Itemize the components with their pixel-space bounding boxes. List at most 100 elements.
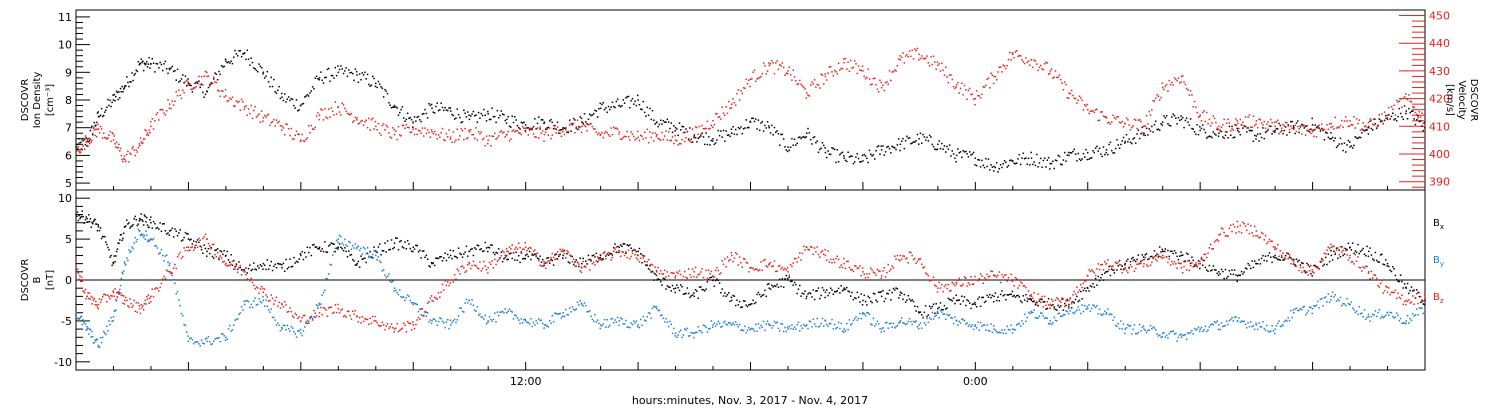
Bx-point [1246,268,1248,270]
Velocity-point [1275,121,1278,123]
Bx-point [459,252,461,255]
Ion Density-point [678,122,681,124]
Velocity-point [737,89,740,91]
Velocity-point [731,103,733,105]
Ion Density-point [1102,146,1105,148]
Bz-point [937,287,939,289]
By-point [746,329,749,332]
Bx-point [538,258,540,260]
Bx-point [1066,298,1069,301]
Velocity-point [535,136,537,139]
Bz-point [149,301,152,303]
By-point [236,318,239,320]
Velocity-point [315,115,318,117]
Bx-point [1294,264,1296,266]
Ion Density-point [786,150,789,153]
Bx-point [133,217,135,220]
Bx-point [947,297,950,300]
Ion Density-point [1233,136,1236,138]
Bx-point [107,246,109,249]
Bx-point [413,248,416,250]
Bx-point [314,246,317,248]
Velocity-point [1413,106,1415,108]
Ion Density-point [728,134,730,136]
Ion Density-point [501,113,504,115]
Bx-point [480,248,483,250]
By-point [234,319,236,321]
Ion Density-point [151,58,154,60]
Velocity-point [1243,125,1245,128]
Velocity-point [115,146,117,148]
Ion Density-point [927,140,930,142]
By-point [122,272,124,275]
Bx-point [1216,272,1218,275]
Bz-point [168,271,171,273]
Velocity-point [373,128,375,130]
Velocity-point [1057,76,1059,78]
Velocity-point [1278,133,1280,135]
Bz-point [401,327,404,330]
By-point [1370,315,1373,318]
Velocity-point [1369,118,1371,120]
Bx-point [408,243,410,245]
By-point [999,331,1002,334]
Bz-point [123,303,126,305]
Bx-point [1104,272,1106,274]
Ion Density-point [342,72,345,75]
Bz-point [348,310,350,312]
Velocity-point [1169,83,1172,86]
Bx-point [91,221,93,224]
Bx-point [579,257,581,259]
Ion Density-point [1338,143,1340,145]
Bx-point [786,277,789,280]
By-point [892,322,895,325]
Bx-point [1211,269,1213,271]
Bx-point [918,311,920,313]
Ion Density-point [329,80,331,82]
Velocity-point [1102,115,1105,117]
Bx-point [955,294,957,297]
By-point [487,320,489,322]
Ion Density-point [592,113,595,115]
By-point [547,326,550,328]
Ion Density-point [924,139,927,141]
Bx-point [1078,299,1081,302]
Velocity-point [1203,110,1205,112]
Velocity-point [126,153,128,156]
Bx-point [1363,253,1366,255]
Ion Density-point [406,112,409,115]
Velocity-point [1348,125,1351,127]
Velocity-point [918,59,920,61]
Bx-point [950,299,952,301]
Bx-point [1351,242,1354,244]
Velocity-point [97,123,100,126]
Ion Density-point [556,121,559,123]
Bx-point [977,298,979,300]
By-point [966,322,968,324]
By-point [510,310,512,313]
Bx-point [350,253,353,256]
Ion Density-point [780,133,782,136]
Bz-point [422,315,425,317]
Ion Density-point [1291,120,1293,123]
Ion Density-point [1067,151,1070,154]
Velocity-point [811,81,813,83]
Bx-point [1311,275,1313,277]
Ion Density-point [618,105,620,107]
Bx-point [176,235,179,237]
Bx-point [761,294,764,297]
Ion Density-point [1294,132,1296,135]
Velocity-point [424,127,426,129]
Ion Density-point [1317,125,1319,128]
By-point [1054,319,1057,322]
Bx-point [78,214,80,217]
By-point [585,304,587,307]
Velocity-point [1395,99,1398,102]
Ion Density-point [497,117,500,119]
Velocity-point [751,78,753,80]
Bz-point [199,239,201,241]
By-point [788,325,791,328]
By-point [1355,310,1358,313]
Ion Density-point [567,131,570,134]
By-point [81,323,84,326]
